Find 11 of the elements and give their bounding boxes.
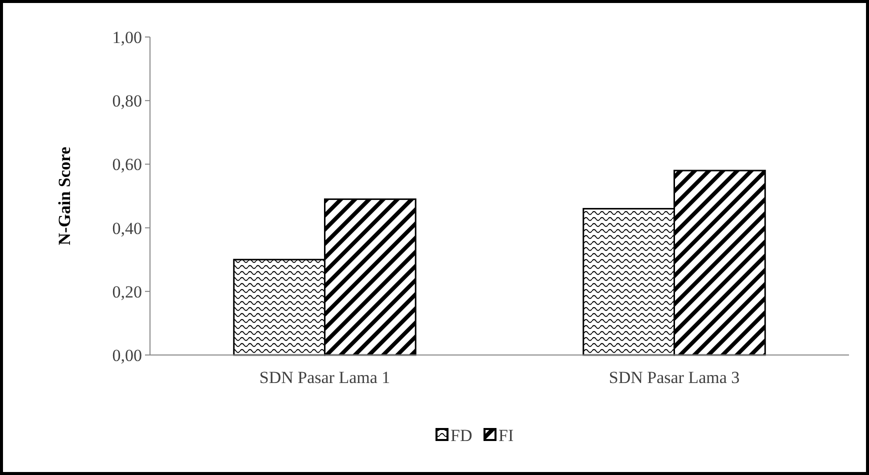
x-tick-label: SDN Pasar Lama 3 — [608, 368, 740, 387]
legend-label: FI — [498, 426, 514, 445]
y-tick-label: 0,40 — [112, 218, 142, 238]
y-tick-label: 0,80 — [112, 92, 142, 111]
y-tick-label: 0,60 — [112, 155, 142, 174]
y-axis-title: N-Gain Score — [55, 146, 74, 246]
legend-label: FD — [450, 426, 472, 445]
x-tick-label: SDN Pasar Lama 1 — [259, 368, 390, 387]
y-tick-label: 1,00 — [112, 28, 142, 47]
y-tick-label: 0,00 — [112, 346, 142, 365]
y-tick-label: 0,20 — [112, 282, 142, 302]
